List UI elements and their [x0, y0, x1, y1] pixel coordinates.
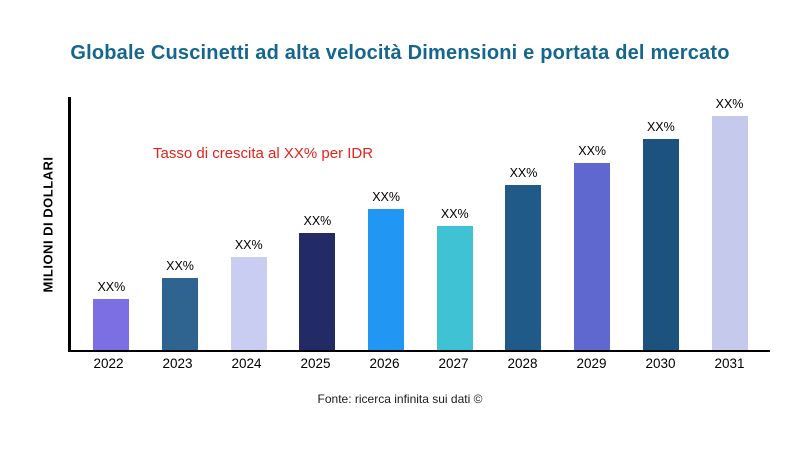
bar-2026	[368, 209, 405, 350]
bar-column-2025: XX%	[285, 97, 349, 350]
bar-2025	[299, 232, 336, 350]
chart-title: Globale Cuscinetti ad alta velocità Dime…	[70, 42, 730, 64]
x-tick-label-2023: 2023	[162, 356, 193, 371]
bar-column-2030: XX%	[629, 97, 693, 350]
bar-column-2023: XX%	[148, 97, 212, 350]
x-tick-label-2030: 2030	[645, 356, 676, 371]
bar-value-label: XX%	[715, 97, 744, 112]
bar-value-label: XX%	[234, 237, 263, 252]
bar-2023	[162, 278, 199, 350]
x-tick-label-2022: 2022	[93, 356, 124, 371]
growth-rate-annotation: Tasso di crescita al XX% per IDR	[153, 145, 374, 162]
y-axis-label: MILIONI DI DOLLARI	[28, 97, 68, 352]
x-tick-label-2025: 2025	[300, 356, 331, 371]
bar-value-label: XX%	[578, 143, 607, 158]
bar-value-label: XX%	[97, 280, 126, 295]
x-tick-label-2027: 2027	[438, 356, 469, 371]
bar-series: XX% XX% XX% XX% XX% XX% XX% XX% XX% XX%	[71, 97, 770, 350]
chart-area: MILIONI DI DOLLARI Tasso di crescita al …	[28, 97, 770, 352]
bar-value-label: XX%	[166, 259, 194, 274]
bar-column-2028: XX%	[491, 97, 555, 350]
bar-column-2024: XX%	[217, 97, 281, 350]
bar-value-label: XX%	[440, 206, 469, 221]
x-tick-label-2024: 2024	[231, 356, 262, 371]
plot-area: Tasso di crescita al XX% per IDR XX% XX% X…	[68, 97, 770, 352]
x-tick-label-2026: 2026	[369, 356, 400, 371]
bar-column-2029: XX%	[560, 97, 624, 350]
bar-2031	[711, 116, 748, 350]
bar-2027	[436, 225, 473, 350]
bar-2028	[505, 185, 542, 350]
x-tick-label-2029: 2029	[576, 356, 607, 371]
bar-value-label: XX%	[372, 190, 400, 205]
source-attribution: Fonte: ricerca infinita sui dati ©	[317, 392, 483, 406]
bar-column-2031: XX%	[698, 97, 762, 350]
bar-2024	[230, 256, 267, 350]
bar-value-label: XX%	[646, 119, 675, 134]
bar-2029	[574, 162, 611, 350]
bar-column-2026: XX%	[354, 97, 418, 350]
bar-2022	[93, 299, 130, 350]
bar-column-2022: XX%	[79, 97, 143, 350]
y-axis-label-text: MILIONI DI DOLLARI	[40, 156, 56, 293]
bar-column-2027: XX%	[423, 97, 487, 350]
x-tick-label-2028: 2028	[507, 356, 538, 371]
x-axis-tick-labels: 2022 2023 2024 2025 2026 2027 2028 2029 2030 2031	[68, 356, 770, 371]
bar-value-label: XX%	[303, 213, 332, 228]
x-tick-label-2031: 2031	[714, 356, 745, 371]
bar-value-label: XX%	[509, 166, 538, 181]
bar-2030	[642, 138, 679, 350]
